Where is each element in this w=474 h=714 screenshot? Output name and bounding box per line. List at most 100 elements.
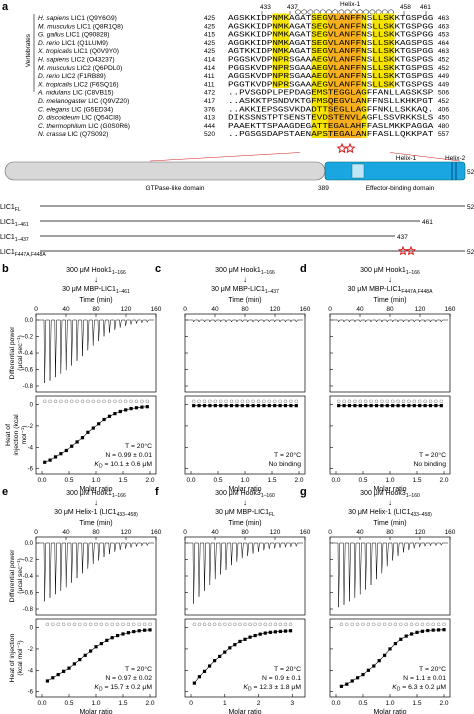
time-tick-label: 120 — [270, 529, 281, 536]
construct-mutation-star — [397, 245, 409, 256]
time-tick-label: 40 — [62, 529, 70, 536]
seq-start-number: 415 — [204, 32, 215, 39]
arrow-icon: ↓ — [243, 498, 247, 507]
fit-curve — [341, 629, 445, 687]
gtpase-domain-bar — [4, 161, 326, 181]
heat-axis-label: Heat of — [5, 424, 12, 446]
dp-tick-label: -0.6 — [23, 591, 34, 597]
seq-end-number: 480 — [438, 123, 449, 130]
dp-plot-frame — [35, 536, 157, 616]
seq-start-number: 444 — [204, 123, 215, 130]
seq-end-number: 463 — [438, 23, 449, 30]
dilution-point — [83, 622, 87, 627]
dilution-point — [380, 399, 384, 404]
dilution-point — [377, 622, 381, 627]
itc-panel-b: b ↓ Time (min) 0 40 80 120 160 0.0 -0.2 -0.4 -0.6 -0… — [2, 263, 162, 493]
sequence: AGSKKIDPNMKAGATSEGVLANFFNSLLSKKTGSPGG — [228, 15, 433, 23]
dilution-point — [374, 399, 379, 404]
arrow-icon: ↓ — [388, 498, 392, 507]
fit-annotation: KD = 6.3 ± 0.2 μM — [392, 684, 446, 693]
species-name: M. musculus LIC1 (Q8R1Q8) — [38, 23, 123, 30]
dilution-point — [396, 399, 400, 404]
dilution-point — [56, 622, 60, 627]
dilution-point — [407, 399, 411, 404]
data-point — [43, 460, 47, 464]
top-number-458: 458 — [400, 4, 411, 11]
arrow-icon: ↓ — [243, 275, 247, 284]
sequence: ..AKKIEPSGSVKDADTTSEGLLAGFFNKLLSKKAQ. — [228, 106, 433, 114]
molar-tick-label: 1.5 — [267, 477, 276, 484]
fit-annotation: T = 20°C — [274, 665, 301, 673]
molar-tick-label: 0.5 — [358, 477, 367, 484]
dp-tick-label: -0.4 — [23, 351, 34, 357]
arrow-icon: ↓ — [94, 275, 98, 284]
sequence: ..PVSGDPLPEPDAGEMSTEGGLAGFFANLLAGSKSP — [228, 90, 433, 98]
fit-annotation: T = 20°C — [419, 665, 446, 673]
seq-end-number: 406 — [438, 106, 449, 113]
arrow-icon: ↓ — [388, 275, 392, 284]
dilution-point — [233, 622, 237, 627]
time-tick-label: 80 — [241, 306, 249, 313]
dilution-point — [213, 399, 218, 404]
titrant-label: 300 μM Hook31–160 — [215, 490, 275, 499]
fit-annotation: T = 20°C — [419, 451, 446, 459]
itc-panel-c: c ↓ Time (min) 0 40 80 120 160 T = 20°C No bindin… — [155, 263, 311, 493]
dilution-point — [439, 399, 444, 404]
dp-tick-label: -0.2 — [23, 335, 34, 341]
time-tick-label: 80 — [386, 529, 394, 536]
dilution-point — [355, 622, 360, 627]
thermogram-trace — [38, 542, 154, 602]
panel-label-b: b — [2, 263, 9, 275]
dilution-point — [404, 622, 408, 627]
heat-tick-label: -2 — [28, 647, 34, 653]
seq-end-number: 452 — [438, 98, 449, 105]
dilution-point — [218, 399, 223, 404]
dilution-point — [61, 622, 66, 627]
dilution-point — [96, 399, 101, 404]
species-name: G. gallus LIC1 (Q90828) — [38, 32, 109, 39]
panel-label-c: c — [155, 263, 161, 275]
species-name: D. melanogaster LIC (Q9VZ20) — [38, 98, 129, 105]
dilution-point — [243, 622, 247, 627]
time-tick-label: 120 — [415, 529, 426, 536]
species-name: D. rerio LIC2 (F1RB89) — [38, 73, 106, 80]
data-point — [339, 684, 343, 688]
dp-tick-label: 0.0 — [25, 541, 34, 547]
highlight-lsk — [372, 13, 395, 89]
species-name: A. nidulans LIC (C8VB15) — [37, 90, 114, 97]
dilution-point — [142, 622, 147, 627]
panel-label-g: g — [300, 486, 307, 498]
dilution-point — [423, 399, 427, 404]
dilution-point — [283, 622, 288, 627]
panel-label-d: d — [300, 263, 307, 275]
dp-tick-label: -0.8 — [23, 607, 34, 613]
molar-tick-label: 0.5 — [64, 477, 73, 484]
fit-annotation: KD = 12.3 ± 1.8 μM — [243, 684, 301, 693]
dilution-point — [59, 399, 63, 404]
seq-start-number: 376 — [204, 106, 215, 113]
dilution-point — [401, 399, 406, 404]
dilution-point — [268, 622, 273, 627]
dilution-point — [278, 622, 283, 627]
time-tick-label: 120 — [121, 306, 132, 313]
seq-end-number: 557 — [438, 131, 449, 138]
thermogram-trace — [332, 319, 448, 323]
dilution-point — [140, 399, 144, 404]
dilution-point — [339, 622, 344, 627]
dilution-point — [148, 622, 152, 627]
dilution-point — [197, 399, 201, 404]
sequence: DIKSSNSTPTSENSTEVDSTENVLAGFLSSVRKKSLS — [228, 115, 433, 123]
molar-tick-label: 2.0 — [439, 477, 448, 484]
molar-tick-label: 0 — [189, 700, 193, 707]
highlight-ff — [327, 13, 362, 138]
time-tick-label: 40 — [356, 529, 364, 536]
helix-coil-loop — [295, 9, 301, 15]
dilution-point — [369, 399, 373, 404]
dilution-point — [224, 399, 228, 404]
dilution-point — [99, 622, 104, 627]
dilution-point — [442, 622, 446, 627]
species-name: D. discoideum LIC (Q54CI8) — [38, 115, 121, 122]
time-tick-label: 80 — [92, 529, 100, 536]
sequence: PGGSKVDPNPRSGAAAEGVLANFFNSLLSKKTGSPGS — [228, 57, 433, 65]
molar-axis-label: Molar ratio — [228, 709, 261, 714]
